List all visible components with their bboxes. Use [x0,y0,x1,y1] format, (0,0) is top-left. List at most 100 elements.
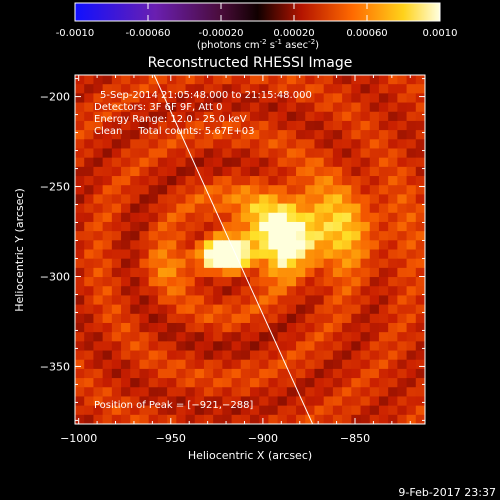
heatmap-cell [75,75,85,85]
heatmap-cell [397,111,408,122]
heatmap-cell [397,378,408,388]
heatmap-cell [259,258,270,269]
heatmap-cell [185,120,196,131]
heatmap-cell [213,258,223,269]
heatmap-cell [397,231,408,241]
heatmap-cell [388,120,398,131]
heatmap-cell [360,295,371,306]
heatmap-cell [148,258,159,269]
heatmap-cell [240,405,251,416]
heatmap-cell [268,414,279,424]
heatmap-cell [167,249,177,260]
heatmap-cell [176,102,187,113]
heatmap-cell [314,405,325,416]
heatmap-cell [250,258,260,269]
heatmap-cell [93,322,104,333]
heatmap-cell [268,166,279,177]
heatmap-cell [360,387,371,398]
heatmap-cell [121,84,131,94]
heatmap-cell [351,405,362,416]
heatmap-cell [139,295,150,306]
heatmap-cell [397,130,408,140]
heatmap-cell [369,93,380,104]
heatmap-cell [148,286,159,297]
heatmap-cell [286,414,297,424]
heatmap-cell [360,231,371,241]
heatmap-cell [167,414,177,424]
heatmap-cell [167,203,177,214]
heatmap-cell [286,102,297,113]
heatmap-cell [130,111,141,122]
heatmap-cell [222,166,233,177]
heatmap-cell [397,405,408,416]
heatmap-cell [277,322,288,333]
heatmap-cell [351,185,362,195]
heatmap-cell [203,93,214,104]
heatmap-cell [397,258,408,269]
heatmap-cell [360,341,371,352]
heatmap-cell [194,111,205,122]
heatmap-cell [369,405,380,416]
heatmap-cell [415,84,425,94]
heatmap-cell [305,322,316,333]
heatmap-cell [111,378,122,388]
heatmap-cell [213,341,223,352]
heatmap-cell [323,332,334,342]
heatmap-cell [369,120,380,131]
heatmap-cell [240,212,251,223]
heatmap-cell [213,166,223,177]
heatmap-cell [203,75,214,85]
heatmap-cell [388,139,398,150]
heatmap-cell [360,203,371,214]
heatmap-cell [121,148,131,159]
heatmap-cell [222,111,233,122]
heatmap-cell [231,231,242,241]
heatmap-cell [305,378,316,388]
heatmap-cell [314,185,325,195]
heatmap-cell [277,286,288,297]
heatmap-cell [314,267,325,278]
heatmap-cell [342,359,352,370]
heatmap-cell [314,378,325,388]
heatmap-cell [378,120,389,131]
heatmap-cell [397,286,408,297]
heatmap-cell [323,139,334,150]
heatmap-cell [194,313,205,324]
heatmap-cell [111,111,122,122]
heatmap-cell [167,75,177,85]
heatmap-cell [250,203,260,214]
heatmap-cell [93,203,104,214]
heatmap-cell [148,157,159,168]
heatmap-cell [360,148,371,159]
heatmap-cell [185,185,196,195]
heatmap-cell [231,313,242,324]
heatmap-cell [194,185,205,195]
heatmap-cell [406,212,417,223]
heatmap-cell [369,139,380,150]
heatmap-cell [277,240,288,251]
heatmap-cell [121,258,131,269]
heatmap-cell [342,414,352,424]
heatmap-cell [378,166,389,177]
heatmap-cell [167,313,177,324]
heatmap-cell [75,194,85,205]
heatmap-cell [342,249,352,260]
heatmap-cell [369,130,380,140]
heatmap-cell [378,277,389,287]
heatmap-cell [185,286,196,297]
heatmap-cell [194,258,205,269]
heatmap-cell [369,221,380,232]
heatmap-cell [296,194,306,205]
heatmap-cell [102,185,113,195]
heatmap-cell [185,313,196,324]
heatmap-cell [130,93,141,104]
heatmap-cell [194,130,205,140]
heatmap-cell [231,221,242,232]
heatmap-cell [157,130,168,140]
heatmap-cell [194,295,205,306]
heatmap-cell [332,414,343,424]
heatmap-cell [148,139,159,150]
heatmap-cell [102,176,113,186]
heatmap-cell [332,176,343,186]
heatmap-cell [305,212,316,223]
